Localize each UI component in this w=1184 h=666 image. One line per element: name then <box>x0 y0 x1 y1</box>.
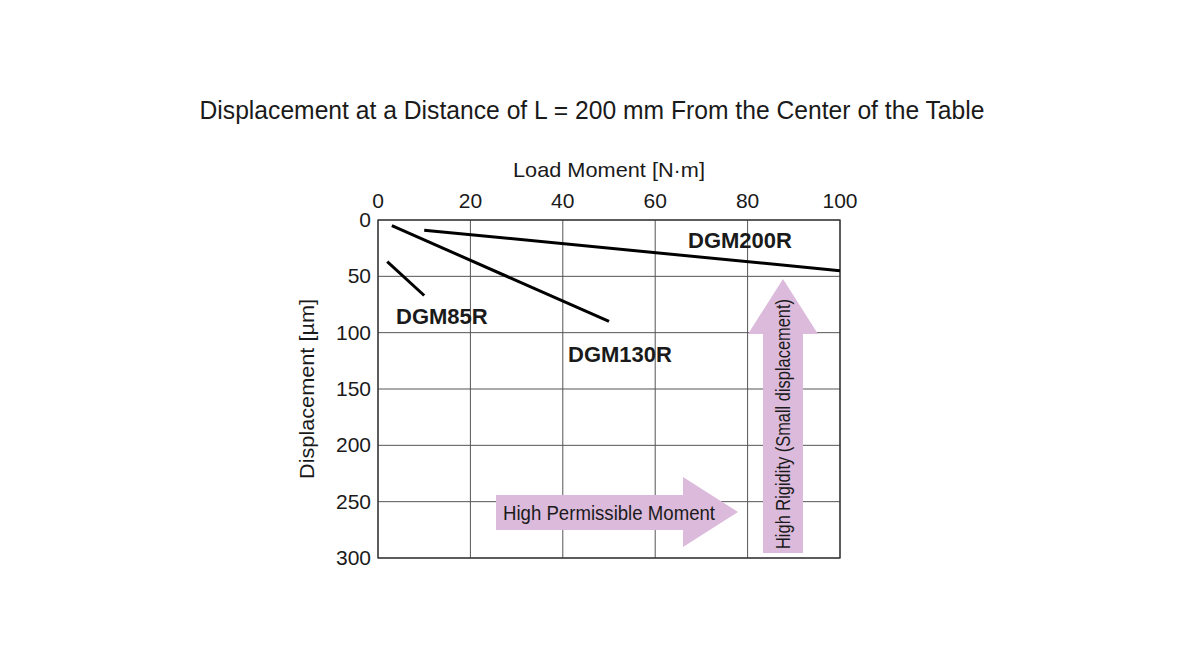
chart-root: Displacement at a Distance of L = 200 mm… <box>0 0 1184 666</box>
x-tick-label: 40 <box>551 189 574 212</box>
y-tick-label: 50 <box>348 264 371 287</box>
chart: Displacement at a Distance of L = 200 mm… <box>0 0 1184 666</box>
y-tick-label: 0 <box>359 208 371 231</box>
annotations: High Permissible Moment High Rigidity (Sm… <box>496 279 818 553</box>
x-tick-label: 20 <box>459 189 482 212</box>
y-tick-label: 200 <box>336 433 371 456</box>
series-label: DGM130R <box>568 342 672 367</box>
x-tick-label: 100 <box>822 189 857 212</box>
arrow-vertical <box>748 279 818 553</box>
plot-frame <box>378 220 840 558</box>
series-label: DGM200R <box>688 228 792 253</box>
arrow-horizontal <box>496 477 738 547</box>
series-line <box>387 262 424 296</box>
y-tick-label: 300 <box>336 546 371 569</box>
title: Displacement at a Distance of L = 200 mm… <box>200 96 985 124</box>
y-tick-label: 250 <box>336 490 371 513</box>
annotation: High Rigidity (Small displacement) <box>772 299 794 549</box>
grid <box>378 220 840 558</box>
y-grid-line <box>378 276 840 277</box>
annotation: High Permissible Moment <box>503 501 715 524</box>
x-tick-label: 0 <box>372 189 384 212</box>
y-tick-label: 150 <box>336 377 371 400</box>
x-axis-label: Load Moment [N·m] <box>513 158 705 181</box>
x-tick-label: 60 <box>644 189 667 212</box>
series-label: DGM85R <box>396 304 488 329</box>
x-tick-label: 80 <box>736 189 759 212</box>
y-tick-label: 100 <box>336 321 371 344</box>
y-axis-label: Displacement [µm] <box>295 299 318 479</box>
